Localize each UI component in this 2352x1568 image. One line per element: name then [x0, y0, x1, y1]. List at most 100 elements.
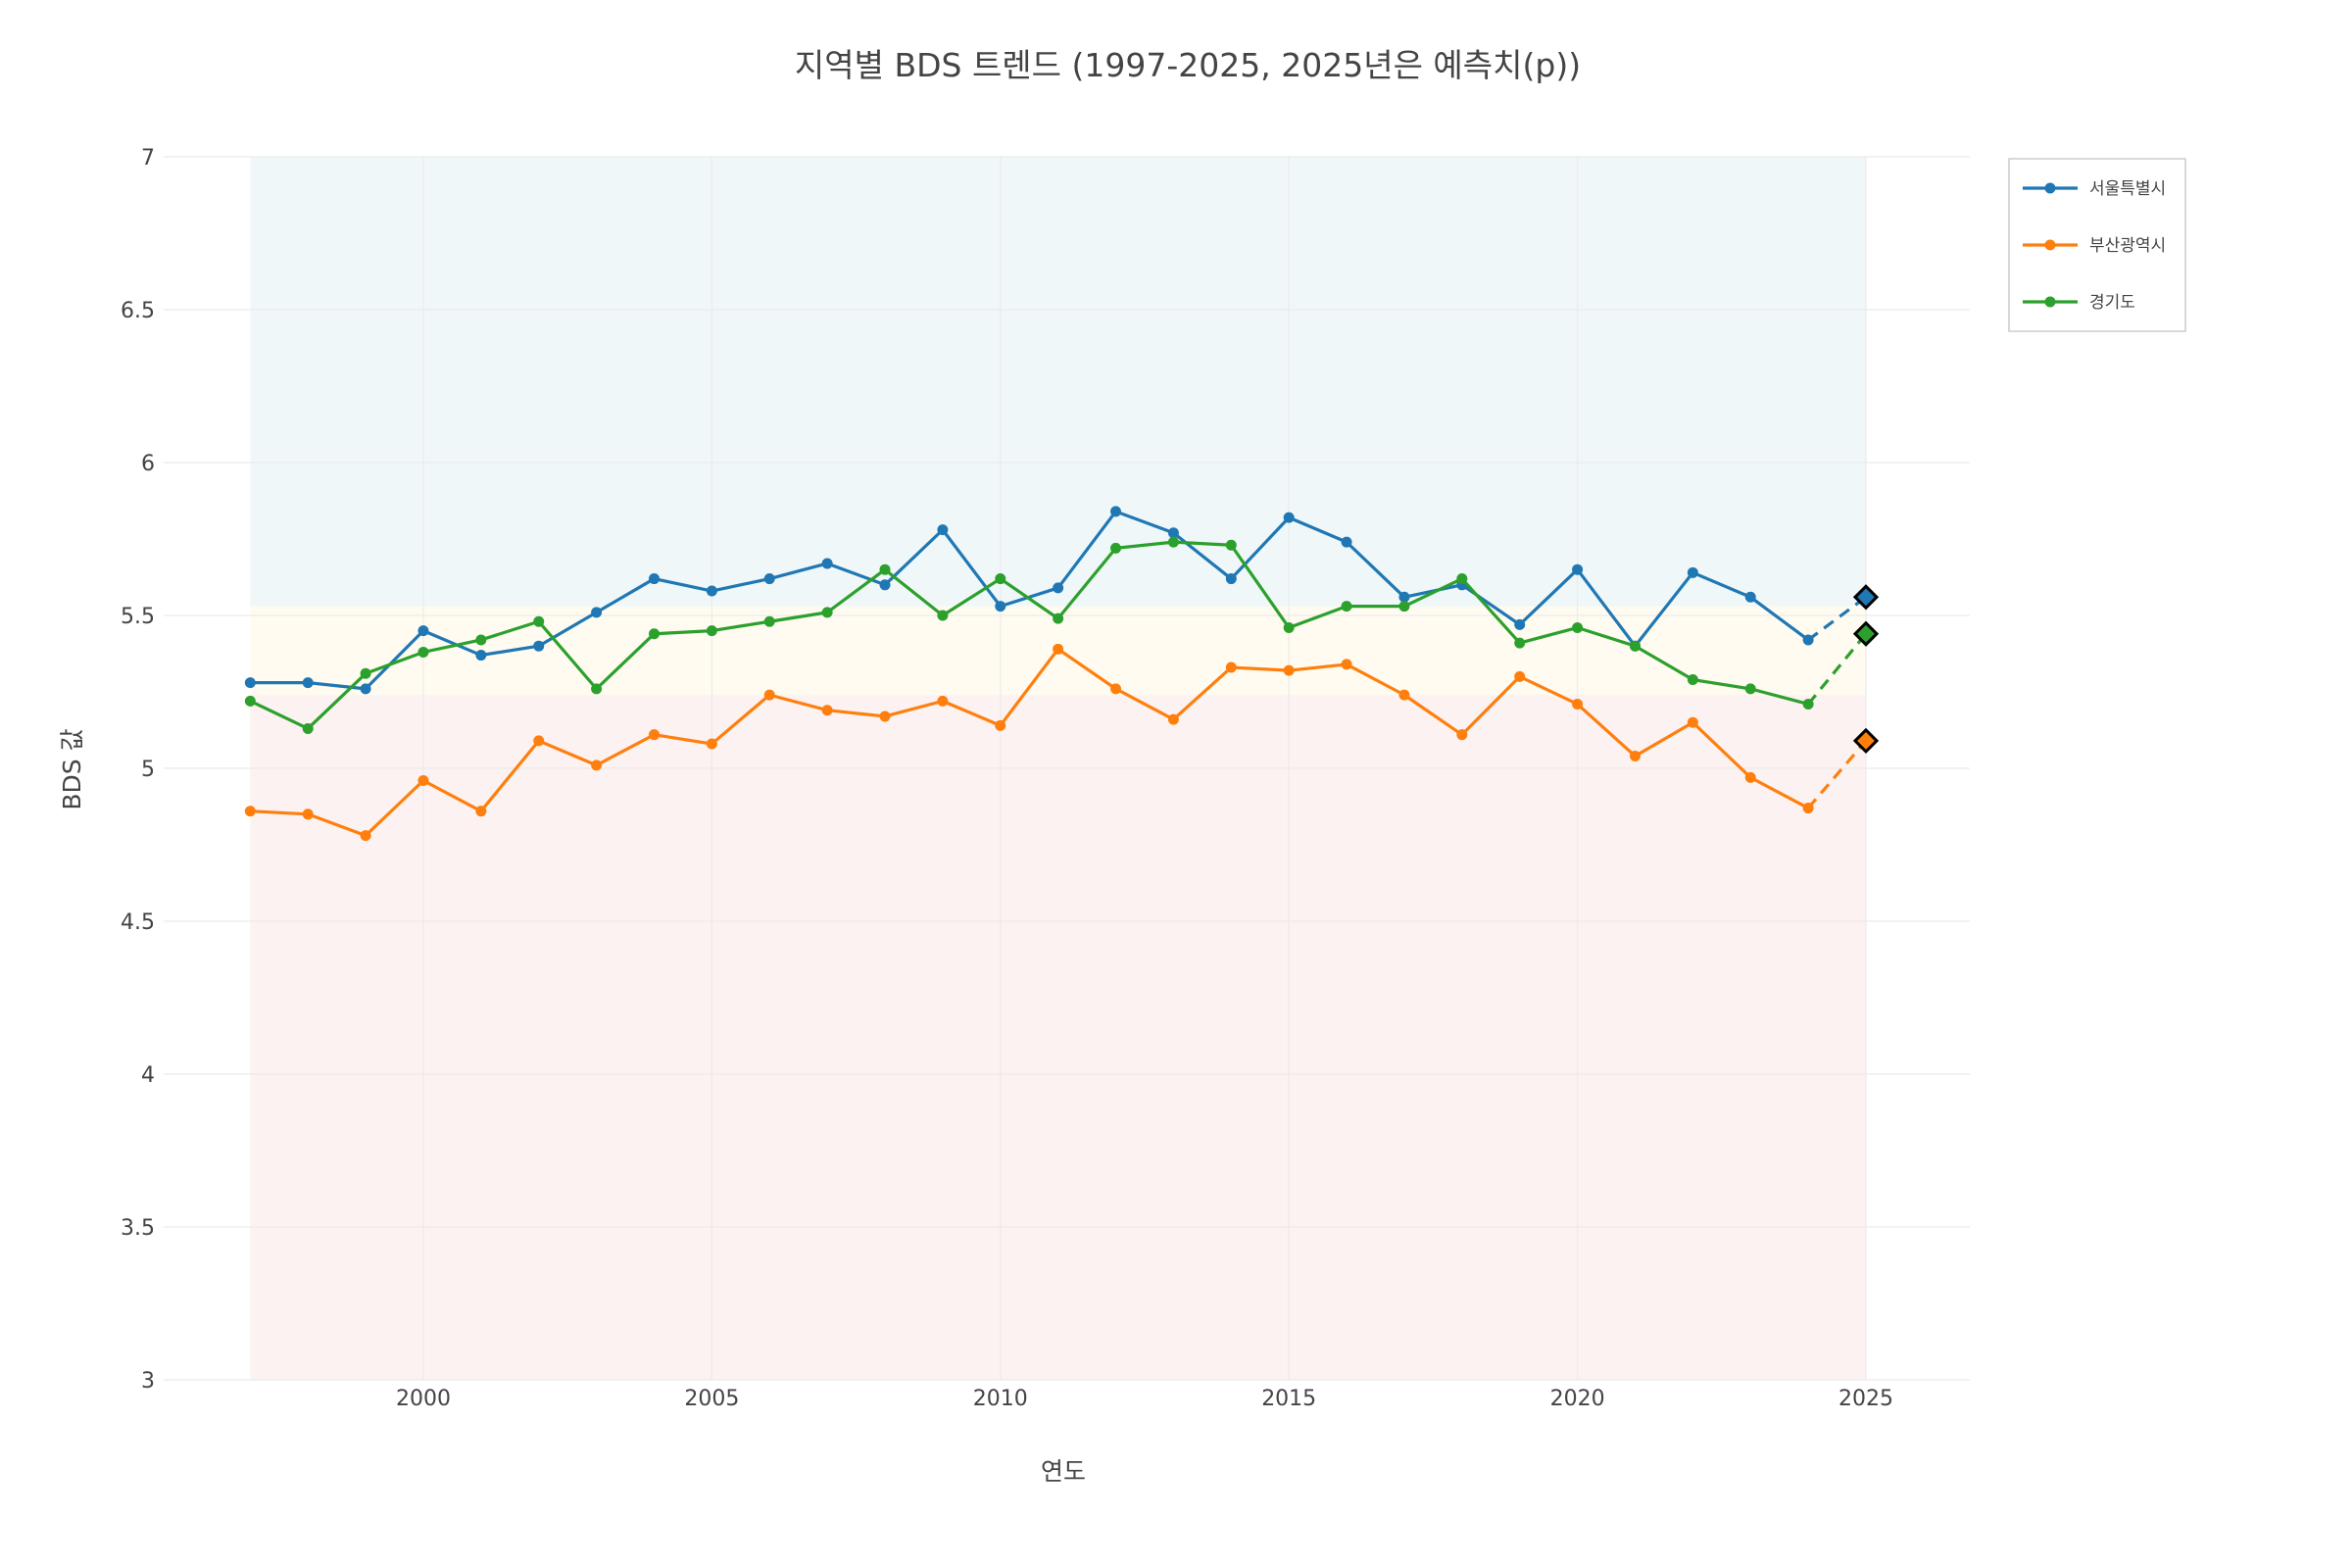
series-1 — [244, 643, 1880, 842]
y-tick-label: 3.5 — [121, 1216, 155, 1241]
data-point — [1341, 659, 1352, 670]
data-point — [417, 646, 429, 658]
forecast-line — [1806, 632, 1868, 706]
data-point — [1398, 591, 1410, 603]
data-point — [1514, 637, 1526, 649]
y-axis-ticks: 3 3.5 4 4.5 5 5.5 6 6.5 7 — [121, 146, 155, 1394]
data-point — [1687, 566, 1698, 578]
data-point — [1225, 573, 1237, 585]
data-point — [1053, 582, 1064, 594]
data-point — [1110, 506, 1122, 517]
data-point — [533, 640, 545, 652]
data-point — [937, 524, 949, 536]
data-point — [1110, 683, 1122, 695]
data-point — [1572, 698, 1584, 710]
y-tick-label: 6 — [141, 452, 155, 476]
forecast-marker — [1852, 727, 1880, 755]
data-point — [937, 695, 949, 707]
data-point — [302, 808, 314, 820]
grid-lines — [164, 156, 1970, 1381]
data-point — [821, 607, 833, 618]
series-line — [249, 540, 1809, 731]
forecast-line — [1806, 739, 1868, 809]
x-tick-label: 2015 — [1261, 1387, 1316, 1411]
data-point — [648, 628, 660, 640]
y-tick-label: 4 — [141, 1063, 155, 1088]
data-point — [244, 695, 256, 707]
legend-swatch-marker — [2044, 239, 2056, 251]
data-point — [1398, 601, 1410, 612]
data-point — [763, 615, 775, 627]
data-point — [591, 760, 603, 771]
data-point — [1744, 771, 1756, 783]
data-point — [244, 806, 256, 817]
data-point — [1744, 683, 1756, 695]
data-point — [1456, 573, 1468, 585]
data-point — [1167, 527, 1179, 539]
data-point — [360, 683, 371, 695]
data-point — [706, 625, 717, 637]
data-point — [706, 738, 717, 750]
x-tick-label: 2005 — [684, 1387, 739, 1411]
data-point — [821, 558, 833, 569]
data-point — [533, 615, 545, 627]
data-point — [763, 689, 775, 701]
data-point — [1456, 729, 1468, 741]
x-tick-label: 2000 — [396, 1387, 451, 1411]
series-line — [250, 647, 1809, 838]
data-point — [1744, 591, 1756, 603]
band-2 — [250, 695, 1867, 1380]
series-layer — [244, 506, 1880, 842]
data-point — [763, 573, 775, 585]
data-point — [648, 573, 660, 585]
data-point — [1225, 662, 1237, 673]
data-point — [1053, 612, 1064, 624]
data-point — [995, 601, 1006, 612]
data-point — [1629, 751, 1641, 762]
data-point — [1110, 542, 1122, 554]
forecast-marker — [1852, 584, 1880, 611]
data-point — [302, 722, 314, 734]
data-point — [995, 719, 1006, 731]
data-point — [1341, 601, 1352, 612]
data-point — [417, 774, 429, 786]
data-point — [302, 677, 314, 689]
data-point — [1687, 716, 1698, 728]
data-point — [1398, 689, 1410, 701]
y-tick-label: 6.5 — [121, 299, 155, 323]
legend-swatch-marker — [2044, 182, 2056, 194]
x-tick-label: 2010 — [973, 1387, 1028, 1411]
data-point — [475, 806, 487, 817]
data-point — [821, 705, 833, 716]
y-tick-label: 5 — [141, 758, 155, 782]
chart-title: 지역별 BDS 트렌드 (1997-2025, 2025년은 예측치(p)) — [795, 46, 1581, 84]
data-point — [1341, 536, 1352, 548]
band-0 — [250, 157, 1867, 607]
x-axis-ticks: 2000 2005 2010 2015 2020 2025 — [396, 1387, 1893, 1411]
data-point — [360, 667, 371, 679]
y-tick-label: 4.5 — [121, 910, 155, 935]
data-point — [879, 710, 891, 722]
data-point — [648, 729, 660, 741]
legend-label: 서울특별시 — [2089, 179, 2166, 199]
data-point — [1167, 536, 1179, 548]
x-tick-label: 2020 — [1550, 1387, 1605, 1411]
data-point — [360, 830, 371, 842]
data-point — [1687, 674, 1698, 686]
data-point — [1629, 640, 1641, 652]
y-tick-label: 7 — [141, 146, 155, 171]
forecast-line — [1807, 595, 1867, 642]
data-point — [1514, 670, 1526, 682]
data-point — [591, 683, 603, 695]
data-point — [475, 634, 487, 646]
data-point — [1283, 621, 1295, 633]
data-point — [1283, 664, 1295, 676]
data-point — [1053, 643, 1064, 655]
data-point — [1802, 803, 1814, 814]
y-axis-title: BDS 값 — [58, 728, 86, 809]
data-point — [995, 573, 1006, 585]
data-point — [1514, 618, 1526, 630]
y-tick-label: 5.5 — [121, 605, 155, 629]
